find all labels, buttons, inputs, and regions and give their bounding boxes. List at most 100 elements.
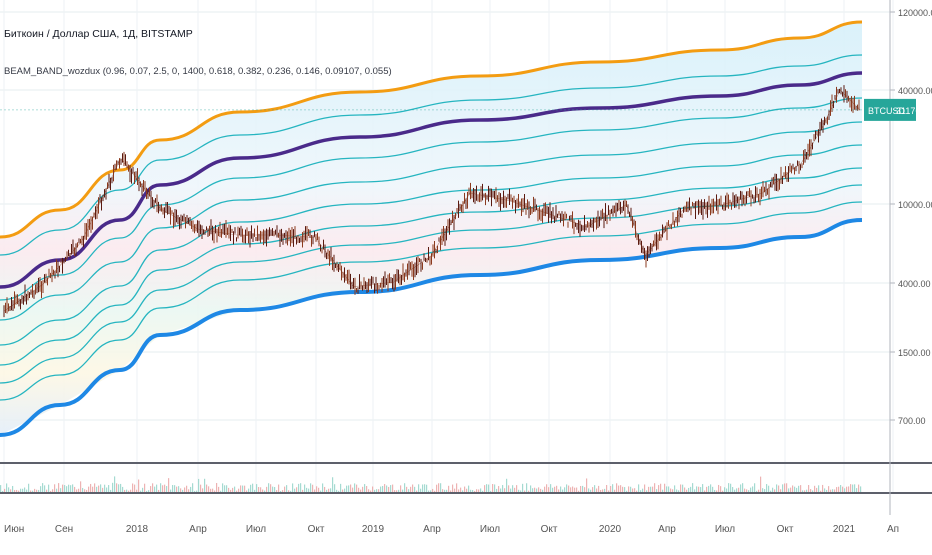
volume-bar <box>564 487 566 492</box>
volume-bar <box>688 487 690 492</box>
volume-bar <box>396 490 398 492</box>
indicator-label[interactable]: BEAM_BAND_wozdux (0.96, 0.07, 2.5, 0, 14… <box>4 66 392 77</box>
volume-bar <box>714 489 716 492</box>
volume-bar <box>638 484 640 492</box>
volume-bar <box>210 488 212 492</box>
volume-bar <box>724 487 726 492</box>
volume-bar <box>88 486 90 492</box>
price-candles <box>0 85 864 318</box>
volume-bar <box>822 484 824 492</box>
volume-bar <box>728 483 730 492</box>
volume-bar <box>50 490 52 492</box>
volume-bar <box>192 483 194 492</box>
volume-bar <box>466 488 468 492</box>
price-badge[interactable]: BTCUSD 31176.14 <box>864 98 932 121</box>
volume-bar <box>152 483 154 492</box>
volume-bar <box>96 486 98 492</box>
volume-bar <box>414 486 416 492</box>
volume-bar <box>454 488 456 492</box>
volume-bar <box>592 487 594 492</box>
volume-bar <box>300 483 302 492</box>
volume-bar <box>492 484 494 492</box>
volume-bar <box>648 486 650 492</box>
volume-bar <box>626 490 628 492</box>
volume-bar <box>490 490 492 492</box>
volume-bar <box>806 489 808 492</box>
volume-bar <box>64 485 66 492</box>
volume-bar <box>522 483 524 492</box>
volume-bar <box>628 486 630 492</box>
volume-bar <box>46 489 48 492</box>
volume-bar <box>356 484 358 492</box>
volume-bar <box>760 476 762 492</box>
volume-bar <box>140 490 142 492</box>
volume-bar <box>782 484 784 492</box>
volume-bar <box>216 483 218 492</box>
volume-bar <box>438 483 440 492</box>
volume-bar <box>692 483 694 492</box>
volume-bar <box>598 485 600 492</box>
middle-band-line <box>0 71 863 289</box>
volume-bar <box>188 489 190 492</box>
volume-bar <box>550 484 552 492</box>
volume-bar <box>380 486 382 492</box>
volume-bar <box>432 488 434 492</box>
volume-bar <box>732 487 734 492</box>
inner-band-line <box>0 144 863 346</box>
volume-bar <box>84 489 86 492</box>
volume-bar <box>252 483 254 492</box>
volume-bar <box>394 490 396 492</box>
volume-bar <box>754 483 756 492</box>
volume-bar <box>108 485 110 492</box>
volume-bar <box>532 488 534 492</box>
volume-bar <box>704 490 706 492</box>
volume-bar <box>128 490 130 492</box>
volume-bar <box>156 484 158 492</box>
volume-bar <box>160 483 162 492</box>
volume-bar <box>752 486 754 492</box>
volume-bar <box>258 487 260 492</box>
volume-bar <box>698 486 700 492</box>
volume-bar <box>60 488 62 492</box>
volume-bar <box>594 485 596 492</box>
volume-bar <box>266 486 268 492</box>
volume-bar <box>204 478 206 492</box>
volume-bar <box>420 488 422 492</box>
volume-bar <box>232 487 234 492</box>
volume-bar <box>834 489 836 492</box>
inner-band-line <box>0 184 863 384</box>
volume-bar <box>518 489 520 492</box>
volume-bar <box>574 487 576 492</box>
volume-bar <box>56 488 58 492</box>
volume-bar <box>536 488 538 492</box>
volume-bar <box>702 484 704 492</box>
volume-bar <box>364 484 366 492</box>
volume-bar <box>790 487 792 492</box>
volume-bar <box>212 488 214 492</box>
volume-bar <box>98 485 100 492</box>
volume-bar <box>54 484 56 492</box>
volume-bar <box>388 486 390 492</box>
volume-bar <box>42 483 44 492</box>
volume-bar <box>816 487 818 492</box>
volume-bar <box>646 490 648 492</box>
volume-bar <box>568 485 570 492</box>
volume-bar <box>274 487 276 492</box>
volume-bar <box>656 489 658 492</box>
volume-bar <box>130 489 132 492</box>
chart-symbol-title[interactable]: Биткоин / Доллар США, 1Д, BITSTAMP <box>4 28 193 40</box>
volume-bar <box>480 488 482 492</box>
volume-bar <box>820 490 822 492</box>
volume-bar <box>720 486 722 492</box>
volume-bar <box>706 486 708 492</box>
volume-bar <box>292 483 294 492</box>
volume-bar <box>758 489 760 492</box>
volume-bar <box>86 489 88 492</box>
volume-bar <box>382 485 384 492</box>
volume-bar <box>422 484 424 492</box>
volume-bar <box>642 488 644 492</box>
y-tick-label: 1500.00 <box>898 348 931 358</box>
volume-bar <box>278 484 280 492</box>
